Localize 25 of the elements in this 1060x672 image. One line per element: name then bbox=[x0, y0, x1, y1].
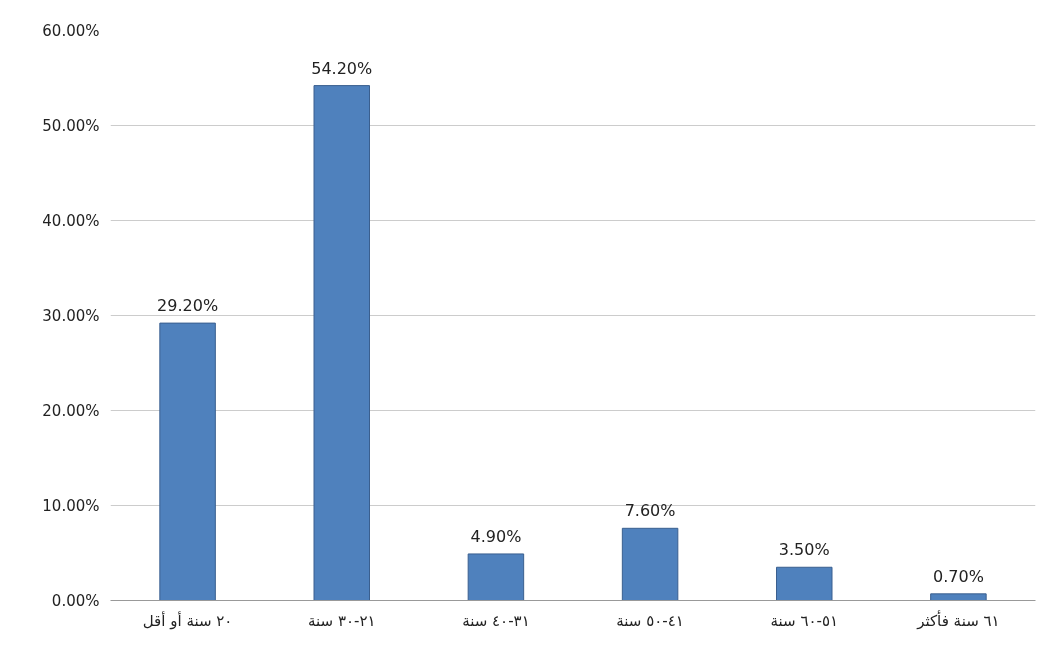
x-tick-label: ٤١-٥٠ سنة bbox=[616, 611, 684, 630]
x-tick-label: ٦١ سنة فأكثر bbox=[916, 609, 1000, 630]
x-tick-label: ٥١-٦٠ سنة bbox=[770, 611, 839, 630]
y-tick-label: 40.00% bbox=[42, 211, 100, 230]
y-tick-label: 0.00% bbox=[51, 591, 100, 610]
data-label: 29.20% bbox=[157, 296, 219, 316]
data-label: 7.60% bbox=[624, 501, 676, 521]
x-tick-label: ٢١-٣٠ سنة bbox=[307, 611, 376, 630]
bar bbox=[621, 527, 679, 601]
data-label: 0.70% bbox=[933, 566, 984, 586]
y-tick-label: 60.00% bbox=[42, 21, 100, 40]
bar bbox=[313, 85, 370, 601]
y-tick-label: 20.00% bbox=[42, 401, 100, 420]
bar bbox=[467, 553, 525, 601]
bar bbox=[930, 593, 987, 601]
bar bbox=[159, 322, 216, 601]
y-tick-label: 30.00% bbox=[42, 306, 100, 325]
y-tick-label: 50.00% bbox=[42, 116, 100, 135]
x-tick-label: ٣١-٤٠ سنة bbox=[462, 611, 530, 630]
data-label: 54.20% bbox=[311, 58, 373, 78]
data-label: 3.50% bbox=[778, 540, 830, 560]
data-label: 4.90% bbox=[470, 526, 522, 546]
x-tick-label: ٢٠ سنة أو أقل bbox=[142, 610, 233, 630]
bar bbox=[776, 566, 833, 601]
y-tick-label: 10.00% bbox=[42, 496, 100, 515]
